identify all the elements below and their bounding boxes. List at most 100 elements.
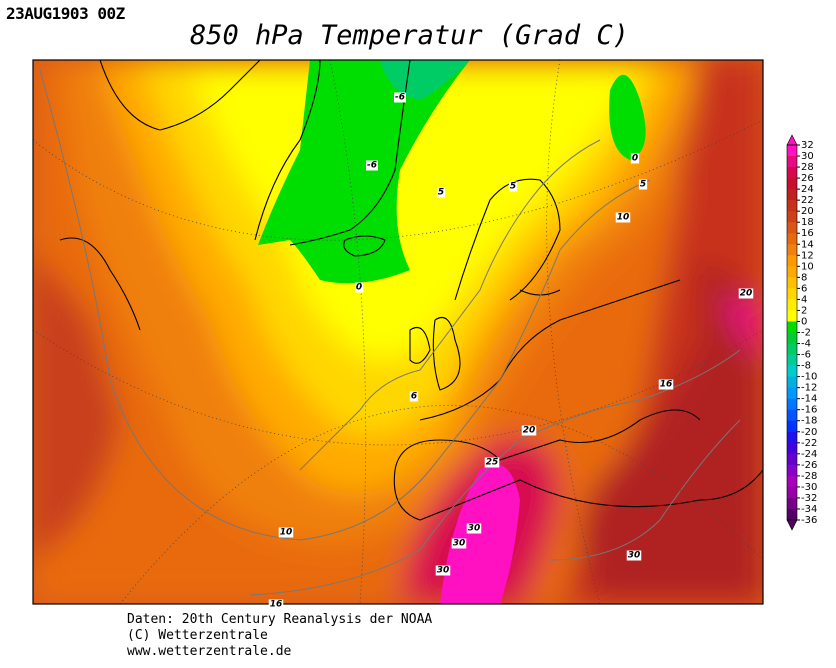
colorbar-label: 18 xyxy=(801,217,814,228)
colorbar-swatch xyxy=(787,266,797,278)
colorbar-label: 24 xyxy=(801,184,814,195)
colorbar-label: 26 xyxy=(801,173,814,184)
contour-label-bg xyxy=(435,565,451,576)
colorbar-swatch xyxy=(787,167,797,179)
contour-label: 25 xyxy=(486,458,499,468)
footer-line: www.wetterzentrale.de xyxy=(127,644,292,659)
contour-label: 5 xyxy=(510,182,516,192)
colorbar-swatch xyxy=(787,409,797,422)
colorbar-swatch xyxy=(787,486,797,499)
contour-label: 30 xyxy=(453,539,466,549)
colorbar-swatch xyxy=(787,321,797,333)
contour-label: 30 xyxy=(628,551,641,561)
colorbar-swatch xyxy=(787,145,797,157)
contour-label: 0 xyxy=(632,154,638,164)
footer-line: Daten: 20th Century Reanalysis der NOAA xyxy=(127,612,433,627)
colorbar-label: 30 xyxy=(801,151,814,162)
colorbar-label: -32 xyxy=(801,493,817,504)
temperature-field xyxy=(33,60,763,604)
colorbar-label: -16 xyxy=(801,405,817,416)
colorbar-label: -18 xyxy=(801,416,817,427)
colorbar-swatch xyxy=(787,255,797,267)
colorbar-label: -22 xyxy=(801,438,817,449)
contour-label-bg xyxy=(630,153,640,164)
contour-label-bg xyxy=(466,523,482,534)
colorbar-label: -28 xyxy=(801,471,817,482)
colorbar-label: 14 xyxy=(801,239,814,250)
colorbar-swatch xyxy=(787,387,797,400)
colorbar-label: 20 xyxy=(801,206,814,217)
colorbar-swatch xyxy=(787,376,797,389)
colorbar-label: -8 xyxy=(801,361,811,372)
colorbar-swatch xyxy=(787,200,797,212)
contour-label-bg xyxy=(409,391,419,402)
colorbar-swatch xyxy=(787,277,797,289)
contour-label-bg xyxy=(521,425,537,436)
contour-label: 5 xyxy=(438,188,444,198)
contour-label: 16 xyxy=(660,380,673,390)
contour-label-bg xyxy=(394,92,406,103)
colorbar-label: 12 xyxy=(801,250,814,261)
contour-label: 20 xyxy=(740,289,753,299)
map-title: 850 hPa Temperatur (Grad C) xyxy=(190,20,629,51)
colorbar-label: -10 xyxy=(801,372,817,383)
contour-label: 10 xyxy=(280,528,293,538)
colorbar-swatch xyxy=(787,508,797,521)
colorbar-label: 6 xyxy=(801,283,807,294)
contour-label-bg xyxy=(278,527,294,538)
colorbar-swatch xyxy=(787,178,797,190)
colorbar-label: -6 xyxy=(801,350,811,361)
colorbar-label: -24 xyxy=(801,449,817,460)
contour-label: 20 xyxy=(523,426,536,436)
contour-label-bg xyxy=(366,160,378,171)
colorbar-swatch xyxy=(787,244,797,256)
contour-label: 30 xyxy=(437,566,450,576)
colorbar-label: 4 xyxy=(801,294,807,305)
contour-label: 5 xyxy=(640,180,646,190)
colorbar-swatch xyxy=(787,453,797,466)
colorbar-label: -20 xyxy=(801,427,817,438)
colorbar-label: -30 xyxy=(801,482,817,493)
colorbar-swatch xyxy=(787,365,797,378)
colorbar-label: 10 xyxy=(801,261,814,272)
contour-label: -6 xyxy=(395,93,405,103)
contour-label: 6 xyxy=(411,392,417,402)
colorbar-swatch xyxy=(787,332,797,345)
colorbar-label: -36 xyxy=(801,515,817,526)
colorbar-swatch xyxy=(787,431,797,444)
colorbar-label: 28 xyxy=(801,162,814,173)
contour-label-bg xyxy=(615,212,631,223)
contour-label: 30 xyxy=(468,524,481,534)
contour-label-bg xyxy=(508,181,518,192)
colorbar-swatch xyxy=(787,299,797,311)
contour-label-bg xyxy=(268,599,284,610)
contour-label-bg xyxy=(484,457,500,468)
colorbar-swatch xyxy=(787,354,797,367)
colorbar-label: -4 xyxy=(801,339,811,350)
colorbar-label: -26 xyxy=(801,460,817,471)
colorbar-swatch xyxy=(787,222,797,234)
colorbar-swatch xyxy=(787,189,797,201)
contour-label-bg xyxy=(451,538,467,549)
contour-label-bg xyxy=(658,379,674,390)
colorbar-swatch xyxy=(787,497,797,510)
date-label: 23AUG1903 00Z xyxy=(6,4,125,23)
contour-label-bg xyxy=(354,282,364,293)
contour-label-bg xyxy=(638,179,648,190)
colorbar-label: 2 xyxy=(801,305,807,316)
colorbar-swatch xyxy=(787,475,797,488)
colorbar-swatch xyxy=(787,211,797,223)
colorbar-swatch xyxy=(787,156,797,168)
colorbar-swatch xyxy=(787,420,797,433)
colorbar-swatch xyxy=(787,343,797,356)
contour-label: 16 xyxy=(270,600,283,610)
colorbar-label: 22 xyxy=(801,195,814,206)
colorbar-label: -34 xyxy=(801,504,817,515)
colorbar-swatch xyxy=(787,442,797,455)
contour-label-bg xyxy=(738,288,754,299)
footer-line: (C) Wetterzentrale xyxy=(127,628,268,643)
colorbar-arrow xyxy=(786,519,798,531)
colorbar-swatch xyxy=(787,398,797,411)
